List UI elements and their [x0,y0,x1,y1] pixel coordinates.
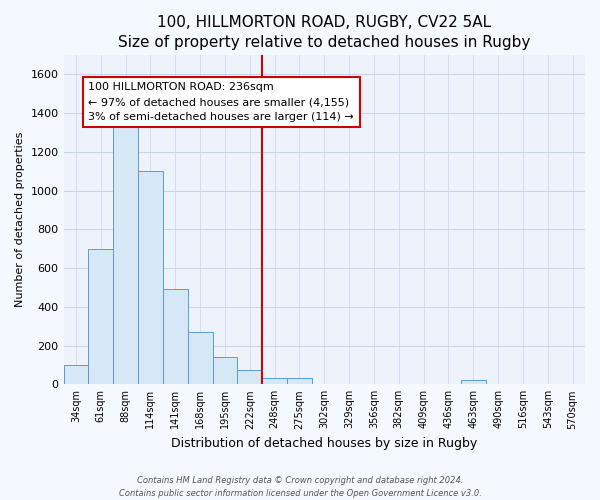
Bar [238,370,262,384]
Bar [287,378,312,384]
Bar [163,290,188,384]
Bar [88,249,113,384]
Bar [188,332,212,384]
Text: Contains HM Land Registry data © Crown copyright and database right 2024.
Contai: Contains HM Land Registry data © Crown c… [119,476,481,498]
Bar [461,380,485,384]
Bar [212,357,238,384]
Bar [262,378,287,384]
Text: 100 HILLMORTON ROAD: 236sqm
← 97% of detached houses are smaller (4,155)
3% of s: 100 HILLMORTON ROAD: 236sqm ← 97% of det… [88,82,354,122]
Y-axis label: Number of detached properties: Number of detached properties [15,132,25,308]
Bar [64,365,88,384]
Title: 100, HILLMORTON ROAD, RUGBY, CV22 5AL
Size of property relative to detached hous: 100, HILLMORTON ROAD, RUGBY, CV22 5AL Si… [118,15,530,50]
Bar [113,125,138,384]
X-axis label: Distribution of detached houses by size in Rugby: Distribution of detached houses by size … [171,437,478,450]
Bar [138,172,163,384]
